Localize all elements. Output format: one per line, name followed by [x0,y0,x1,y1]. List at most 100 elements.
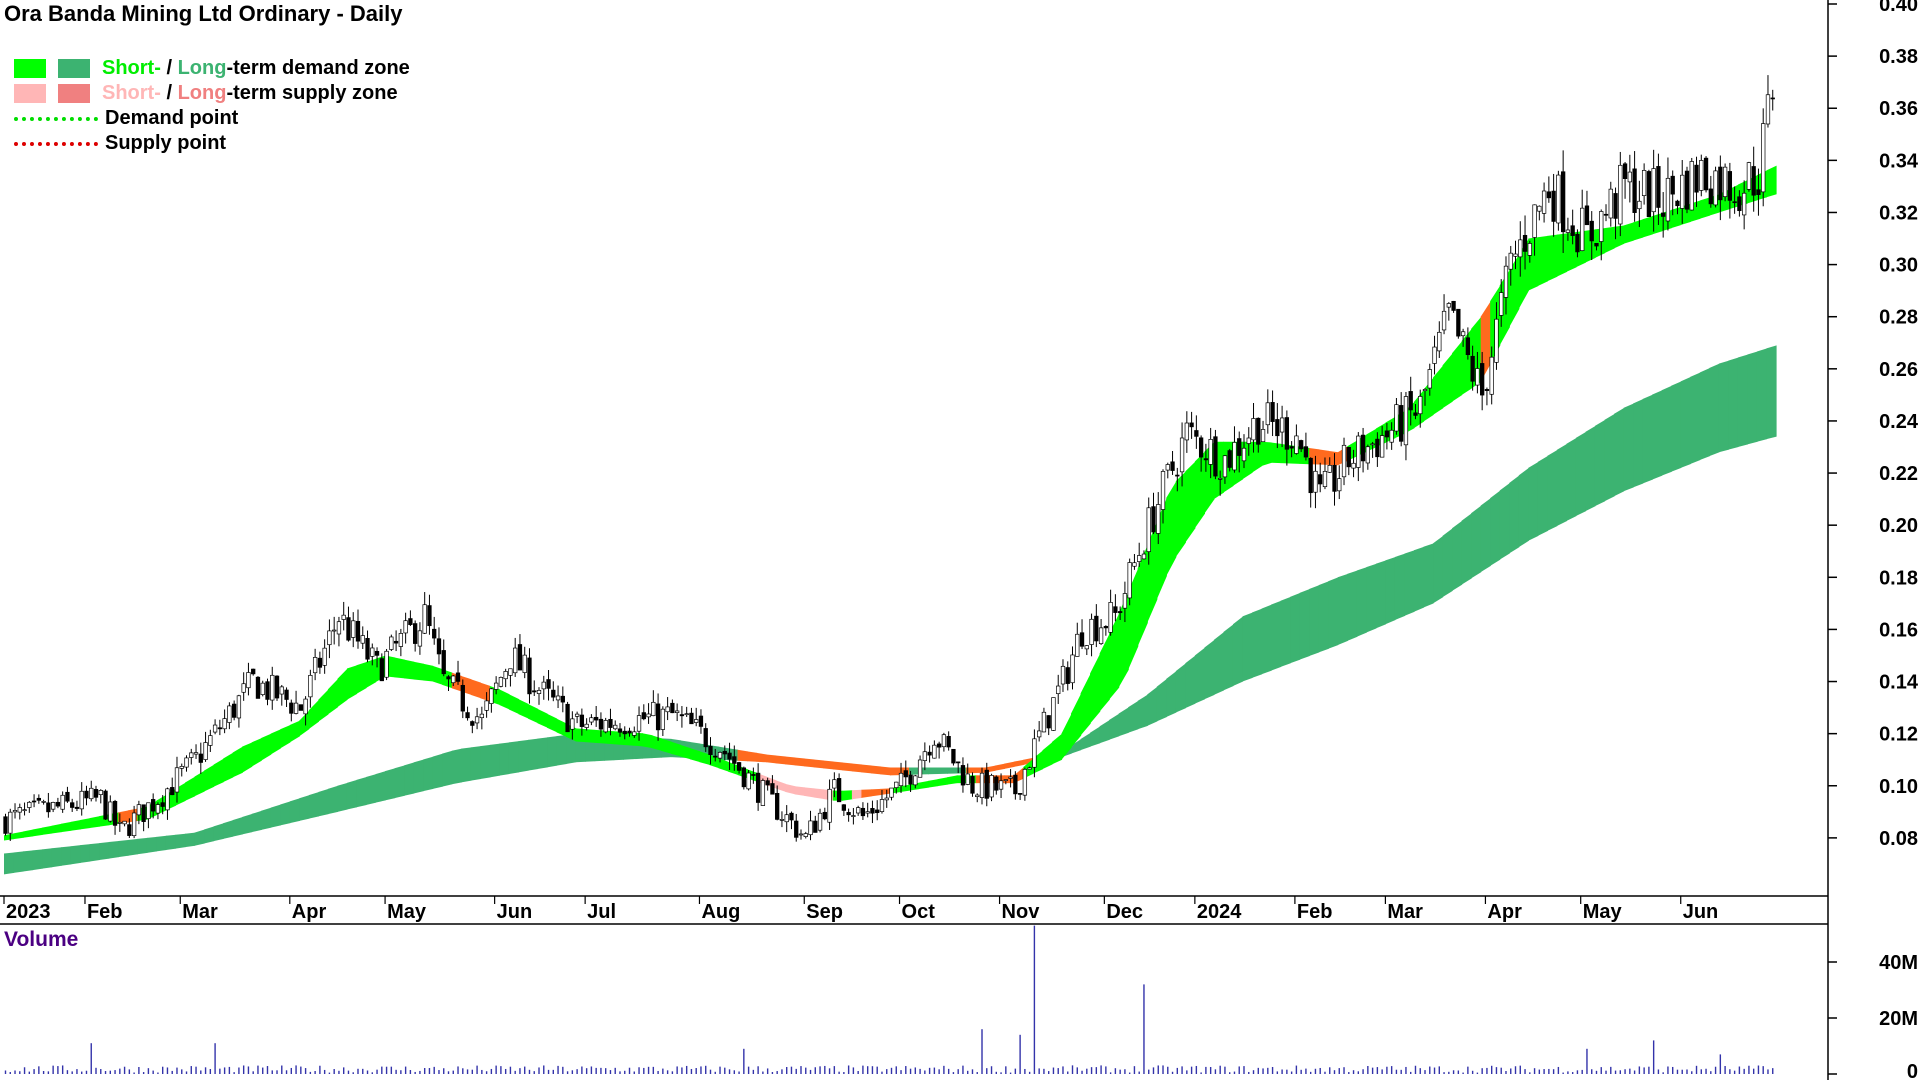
candle-body [551,689,556,698]
candle-body [365,638,370,660]
long-zone-segment [185,832,196,848]
candle-body [1756,189,1761,195]
y-tick-label: 0.16 [1879,619,1918,641]
candle-body [946,736,951,748]
candle-body [1041,711,1047,733]
candle-body [65,791,70,802]
short-demand-swatch [14,59,46,78]
candle-body [1584,205,1590,226]
candle-body [455,672,461,682]
candle-body [1037,730,1042,738]
short-zone-segment [4,833,15,841]
candle-body [660,708,666,730]
long-zone-segment [318,788,329,817]
candle-body [1046,715,1051,729]
candle-body [370,647,375,657]
long-zone-segment [747,751,758,762]
short-zone-segment [1318,449,1329,465]
long-zone-segment [1471,505,1482,579]
short-zone-segment [1433,365,1444,415]
legend-slash: / [160,57,178,79]
candle-body [1494,318,1499,363]
y-tick-label: 0.30 [1879,255,1918,277]
candle-body [1341,444,1347,478]
candle-body [1627,171,1632,183]
candle-body [689,712,694,725]
x-tick-label: May [387,901,427,923]
candle-body [622,730,627,735]
candle-body [1656,166,1661,208]
long-zone-segment [32,849,43,871]
long-zone-segment [470,746,481,781]
candle-body [446,676,451,680]
short-zone-segment [118,810,129,824]
long-zone-segment [1633,399,1644,488]
short-zone-segment [1194,451,1205,529]
candle-body [574,713,580,717]
volume-tick-label: 0 [1907,1061,1918,1080]
candle-body [1432,346,1437,364]
long-zone-segment [1623,403,1634,492]
candle-body [1603,213,1609,216]
candle-body [1413,412,1418,416]
candle-body [355,620,361,642]
short-zone-segment [327,678,339,715]
long-zone-segment [527,738,539,771]
candle-body [1732,201,1737,204]
y-tick-label: 0.12 [1879,724,1918,746]
candle-body [70,802,75,808]
candle-body [908,774,913,785]
long-zone-segment [461,747,472,783]
long-zone-segment [823,760,834,770]
candle-body [1213,436,1218,477]
candle-body [22,809,27,812]
candle-body [1661,212,1666,217]
candle-body [1684,170,1690,210]
long-zone-segment [394,765,405,799]
short-zone-segment [89,816,100,828]
candle-body [1360,434,1366,462]
candle-body [432,628,437,639]
candle-body [751,774,756,776]
candle-body [1427,369,1432,389]
long-zone-segment [1213,632,1225,695]
long-zone-segment [518,739,529,773]
long-zone-segment [280,801,291,826]
candle-body [522,654,527,673]
short-zone-segment [1175,471,1186,558]
candle-body [1470,355,1475,382]
long-zone-segment [1699,368,1710,461]
candle-body [108,801,113,822]
long-zone-segment [270,804,281,828]
candle-body [965,773,970,785]
long-zone-segment [108,841,119,859]
long-zone-segment [242,813,253,835]
candle-body [755,772,761,803]
candle-body [451,675,456,684]
short-zone-segment [556,718,567,737]
short-zone-segment [1061,713,1072,760]
candle-body [374,650,380,656]
candle-body [732,756,737,764]
short-zone-segment [261,733,272,761]
x-tick-label: Apr [1487,901,1522,923]
candle-body [470,721,475,726]
long-zone-segment [785,756,796,766]
long-zone-segment [451,748,462,785]
candle-body [460,684,465,712]
long-zone-segment [870,765,882,775]
candle-body [498,677,504,687]
candle-body [794,820,799,838]
long-zone-segment [1547,449,1558,531]
long-zone-segment [566,733,577,764]
candle-body [46,802,51,813]
short-zone-segment [937,777,948,787]
long-zone-segment [1614,407,1625,497]
candle-body [89,787,94,800]
candle-body [627,730,632,734]
candle-body [1094,615,1099,642]
candle-body [146,802,151,820]
long-zone-segment [89,843,100,862]
short-zone-segment [394,657,405,679]
candle-body [822,811,827,820]
